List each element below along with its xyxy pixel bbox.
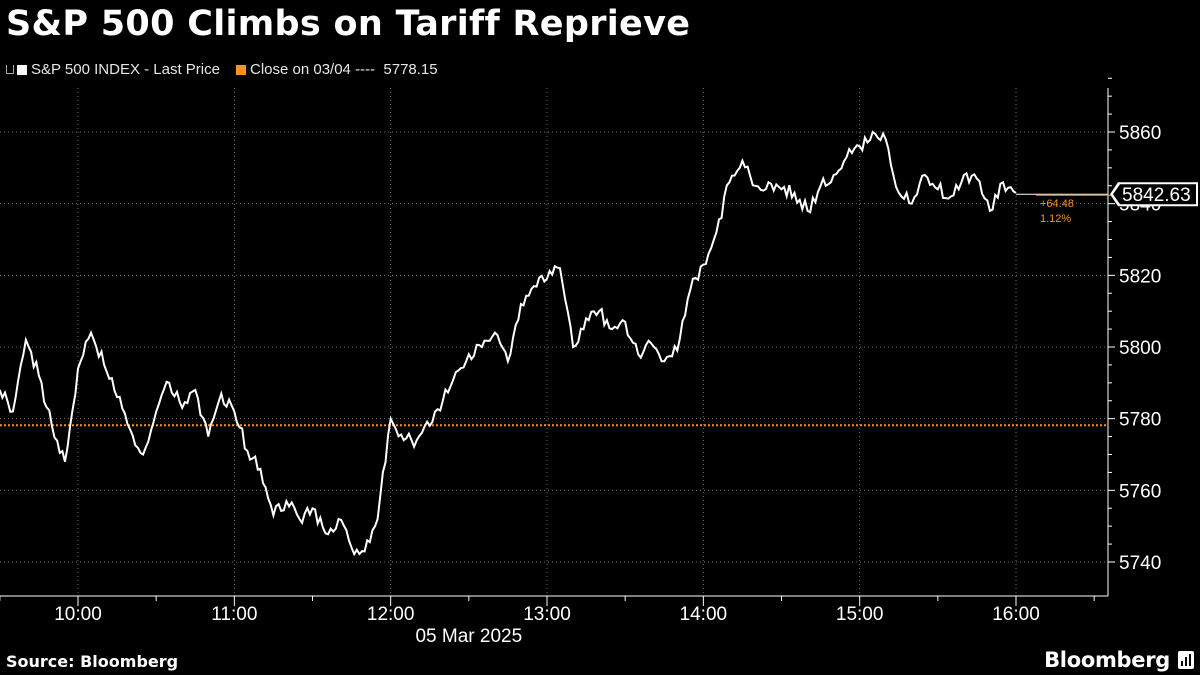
legend-close-label: Close on 03/04 — [249, 61, 351, 78]
x-tick-label: 14:00 — [680, 604, 728, 625]
y-axis-ticks: 5740576057805800582058405860 — [1108, 77, 1161, 574]
y-tick-label: 5860 — [1119, 123, 1161, 144]
x-tick-label: 16:00 — [992, 604, 1040, 625]
chart-title: S&P 500 Climbs on Tariff Reprieve — [6, 4, 691, 44]
last-value-marker: 5842.63 +64.48 1.12% — [1016, 182, 1198, 225]
x-tick-label: 13:00 — [523, 604, 571, 625]
y-tick-label: 5820 — [1119, 266, 1161, 287]
legend-toggle-icon[interactable] — [6, 65, 14, 74]
last-value-label: 5842.63 — [1122, 185, 1191, 206]
grid — [0, 88, 1108, 596]
x-tick-label: 11:00 — [211, 604, 257, 625]
series-swatch — [17, 64, 27, 75]
last-value-box-inner — [1113, 184, 1196, 205]
change-value: +64.48 — [1040, 198, 1074, 210]
legend: S&P 500 INDEX - Last Price Close on 03/0… — [6, 61, 438, 78]
date-label: 05 Mar 2025 — [415, 626, 522, 647]
legend-close-value: 5778.15 — [383, 61, 438, 78]
x-tick-label: 15:00 — [836, 604, 884, 625]
bloomberg-chart-icon — [1178, 651, 1194, 669]
x-tick-label: 10:00 — [54, 604, 102, 625]
source-note: Source: Bloomberg — [6, 652, 179, 671]
x-tick-label: 12:00 — [367, 604, 415, 625]
y-tick-label: 5780 — [1119, 410, 1161, 431]
price-line — [0, 130, 1017, 557]
legend-series-label: S&P 500 INDEX - Last Price — [31, 61, 220, 78]
close-swatch — [235, 64, 246, 75]
brand-logo-text: Bloomberg — [1044, 648, 1170, 672]
y-tick-label: 5760 — [1119, 481, 1161, 502]
legend-close-dashes: ---- — [355, 61, 376, 78]
y-tick-label: 5740 — [1119, 553, 1161, 574]
x-axis-ticks: 10:00 11:00 12:00 13:00 14:00 15:00 16:00 — [0, 596, 1095, 625]
y-tick-label: 5800 — [1119, 338, 1161, 359]
change-percent: 1.12% — [1040, 213, 1071, 225]
